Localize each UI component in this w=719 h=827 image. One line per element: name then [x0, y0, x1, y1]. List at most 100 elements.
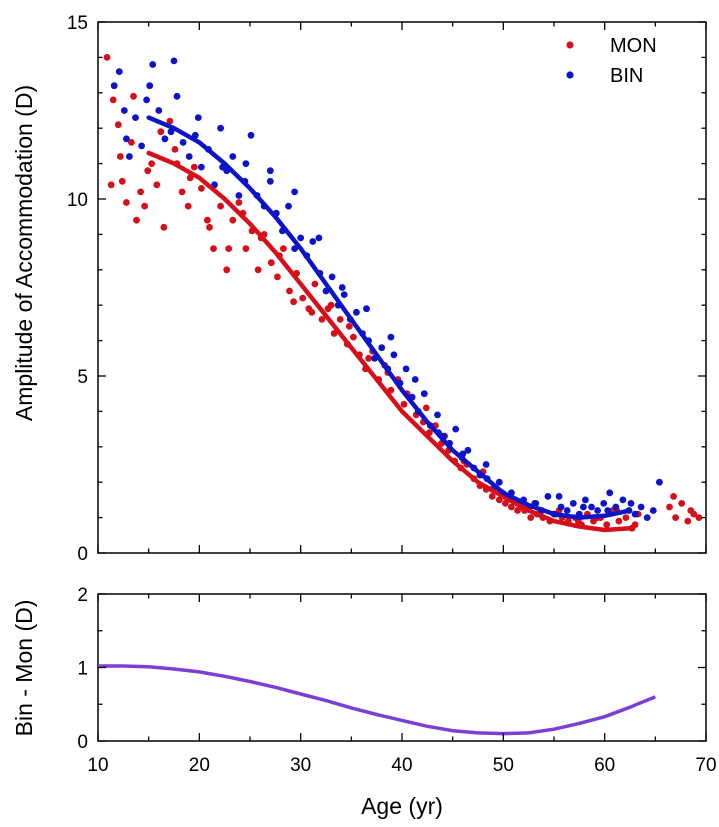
point-mon	[190, 163, 198, 171]
x-tick-label: 10	[87, 755, 108, 776]
point-mon	[210, 245, 217, 253]
bottom-y-axis-title: Bin - Mon (D)	[11, 600, 37, 737]
point-mon	[118, 177, 126, 185]
point-bin	[161, 135, 169, 143]
point-mon	[123, 199, 130, 206]
point-mon	[365, 354, 372, 362]
point-mon	[502, 500, 509, 507]
point-bin	[229, 153, 237, 160]
y-tick-label: 15	[67, 13, 88, 34]
point-bin	[185, 153, 193, 160]
point-mon	[687, 507, 695, 514]
point-bin	[266, 167, 274, 175]
point-bin	[495, 478, 503, 486]
point-mon	[157, 128, 165, 136]
point-mon	[267, 259, 275, 267]
point-bin	[452, 425, 460, 433]
point-mon	[274, 273, 281, 281]
point-bin	[594, 507, 601, 514]
point-mon	[148, 160, 156, 168]
point-bin	[363, 305, 370, 313]
legend: MON BIN	[566, 35, 657, 87]
point-mon	[235, 199, 243, 206]
point-mon	[153, 181, 161, 189]
top-y-axis-title: Amplitude of Accommodation (D)	[11, 85, 37, 421]
top-axis-ticks: 0 5 10 15	[67, 13, 707, 565]
point-bin	[217, 124, 225, 132]
point-mon	[527, 514, 535, 521]
point-bin	[328, 273, 336, 281]
point-bin	[143, 96, 151, 104]
y-tick-label: 2	[77, 585, 88, 606]
point-mon	[217, 202, 225, 210]
point-mon	[508, 503, 515, 511]
point-bin	[235, 192, 243, 199]
difference-line	[98, 664, 656, 736]
point-mon	[400, 400, 408, 408]
point-bin	[387, 333, 395, 341]
point-mon	[631, 521, 639, 529]
point-bin	[194, 114, 202, 121]
point-bin	[464, 446, 472, 454]
x-tick-label: 40	[391, 755, 412, 776]
point-bin	[247, 131, 255, 139]
point-mon	[225, 245, 233, 253]
point-mon	[130, 92, 137, 100]
y-tick-label: 10	[67, 190, 88, 211]
point-mon	[280, 245, 287, 253]
point-bin	[582, 496, 589, 504]
point-bin	[434, 411, 441, 419]
point-mon	[495, 496, 503, 504]
point-mon	[666, 503, 673, 511]
point-bin	[390, 351, 398, 359]
point-bin	[291, 245, 298, 253]
point-bin	[600, 500, 608, 507]
point-mon	[615, 517, 623, 525]
point-mon	[178, 188, 186, 196]
legend-marker-bin	[566, 71, 574, 79]
point-bin	[340, 291, 348, 298]
point-bin	[604, 507, 612, 514]
point-bin	[115, 68, 123, 75]
top-data-points	[103, 54, 703, 532]
point-bin	[179, 139, 187, 146]
point-mon	[137, 188, 145, 196]
point-bin	[291, 188, 298, 196]
point-mon	[229, 216, 237, 224]
point-bin	[555, 493, 563, 500]
y-tick-label: 5	[77, 367, 88, 388]
x-tick-label: 60	[594, 755, 615, 776]
point-bin	[557, 503, 565, 511]
point-mon	[223, 266, 231, 274]
point-bin	[588, 503, 595, 511]
point-bin	[309, 238, 317, 245]
point-bin	[656, 478, 663, 486]
point-bin	[411, 376, 419, 383]
point-bin	[285, 202, 292, 210]
point-bin	[580, 503, 587, 511]
point-bin	[266, 177, 274, 185]
point-bin	[198, 163, 205, 171]
point-mon	[133, 216, 140, 224]
point-mon	[103, 54, 111, 61]
point-mon	[141, 202, 149, 210]
point-bin	[402, 365, 410, 373]
point-bin	[138, 142, 146, 150]
point-mon	[684, 517, 692, 525]
x-tick-label: 70	[695, 755, 716, 776]
point-mon	[622, 514, 630, 521]
point-bin	[612, 503, 620, 511]
y-tick-label: 1	[77, 659, 88, 680]
point-mon	[308, 308, 316, 316]
x-tick-label: 30	[290, 755, 311, 776]
point-mon	[184, 202, 192, 210]
point-bin	[569, 500, 577, 507]
bottom-axis-ticks: 10 20 30 40 50 60 70 0 1 2	[77, 585, 716, 776]
point-bin	[544, 493, 552, 500]
bottom-panel: 10 20 30 40 50 60 70 0 1 2 Bin - Mon (D) Age (yr)	[11, 585, 717, 819]
bottom-difference-curve	[98, 664, 656, 736]
point-mon	[488, 493, 496, 500]
point-mon	[144, 167, 152, 175]
y-tick-label: 0	[77, 544, 88, 565]
